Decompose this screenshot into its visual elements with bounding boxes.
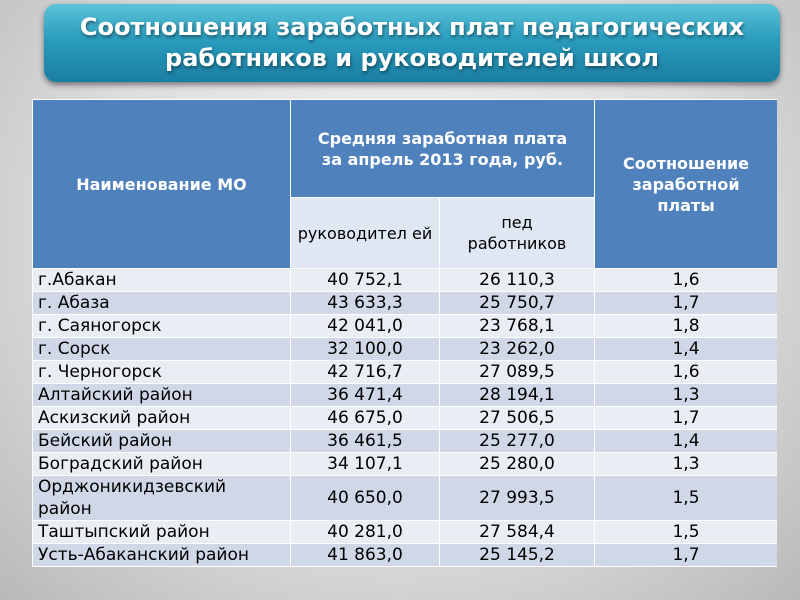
- table-row: г. Саяногорск 42 041,0 23 768,1 1,8: [32, 314, 777, 338]
- cell-name: Алтайский район: [32, 383, 291, 407]
- cell-ratio: 1,6: [594, 268, 777, 292]
- salary-table: Наименование МО Средняя заработная плата…: [32, 99, 777, 567]
- table-row: г.Абакан 40 752,1 26 110,3 1,6: [32, 268, 777, 292]
- cell-managers-salary: 34 107,1: [290, 452, 440, 476]
- table-row: Усть-Абаканский район 41 863,0 25 145,2 1,7: [32, 543, 777, 567]
- cell-teachers-salary: 25 277,0: [438, 429, 596, 453]
- cell-name: г.Абакан: [32, 268, 291, 292]
- cell-name: Аскизский район: [32, 406, 291, 430]
- table-row: Аскизский район 46 675,0 27 506,5 1,7: [32, 406, 777, 430]
- cell-teachers-salary: 25 750,7: [438, 291, 596, 315]
- table-row: Алтайский район 36 471,4 28 194,1 1,3: [32, 383, 777, 407]
- cell-managers-salary: 42 716,7: [290, 360, 440, 384]
- header-avg-salary: Средняя заработная плата за апрель 2013 …: [289, 99, 596, 198]
- cell-managers-salary: 40 281,0: [290, 520, 440, 544]
- cell-name: Таштыпский район: [32, 520, 291, 544]
- cell-managers-salary: 43 633,3: [290, 291, 440, 315]
- cell-teachers-salary: 23 262,0: [438, 337, 596, 361]
- cell-managers-salary: 36 471,4: [290, 383, 440, 407]
- table-row: г. Сорск 32 100,0 23 262,0 1,4: [32, 337, 777, 361]
- header-sub-managers: руководител ей: [290, 197, 440, 269]
- cell-managers-salary: 40 650,0: [290, 475, 440, 521]
- cell-name: Усть-Абаканский район: [32, 543, 291, 567]
- cell-ratio: 1,4: [594, 429, 777, 453]
- cell-ratio: 1,6: [594, 360, 777, 384]
- cell-managers-salary: 42 041,0: [290, 314, 440, 338]
- page-title: Соотношения заработных плат педагогическ…: [79, 13, 745, 72]
- table-row: Боградский район 34 107,1 25 280,0 1,3: [32, 452, 777, 476]
- cell-name: Бейский район: [32, 429, 291, 453]
- title-banner: Соотношения заработных плат педагогическ…: [44, 4, 780, 82]
- table-body: г.Абакан 40 752,1 26 110,3 1,6 г. Абаза 43 63…: [32, 268, 777, 567]
- cell-ratio: 1,5: [594, 520, 777, 544]
- cell-ratio: 1,7: [594, 543, 777, 567]
- cell-name: г. Черногорск: [32, 360, 291, 384]
- cell-name: г. Сорск: [32, 337, 291, 361]
- cell-teachers-salary: 27 089,5: [438, 360, 596, 384]
- header-sub-teachers: пед работников: [438, 197, 596, 269]
- cell-ratio: 1,5: [594, 475, 777, 521]
- table-row: г. Абаза 43 633,3 25 750,7 1,7: [32, 291, 777, 315]
- table-row: Бейский район 36 461,5 25 277,0 1,4: [32, 429, 777, 453]
- cell-name: г. Абаза: [32, 291, 291, 315]
- cell-managers-salary: 41 863,0: [290, 543, 440, 567]
- cell-teachers-salary: 25 145,2: [438, 543, 596, 567]
- cell-teachers-salary: 27 584,4: [438, 520, 596, 544]
- header-name-col: Наименование МО: [32, 99, 291, 269]
- cell-teachers-salary: 25 280,0: [438, 452, 596, 476]
- cell-managers-salary: 40 752,1: [290, 268, 440, 292]
- salary-table-container: Наименование МО Средняя заработная плата…: [32, 99, 777, 600]
- cell-managers-salary: 46 675,0: [290, 406, 440, 430]
- table-row: г. Черногорск 42 716,7 27 089,5 1,6: [32, 360, 777, 384]
- table-row: Таштыпский район 40 281,0 27 584,4 1,5: [32, 520, 777, 544]
- cell-ratio: 1,8: [594, 314, 777, 338]
- cell-name: Орджоникидзевский район: [32, 475, 291, 521]
- cell-teachers-salary: 26 110,3: [438, 268, 596, 292]
- cell-ratio: 1,7: [594, 406, 777, 430]
- cell-name: г. Саяногорск: [32, 314, 291, 338]
- cell-name: Боградский район: [32, 452, 291, 476]
- cell-teachers-salary: 27 506,5: [438, 406, 596, 430]
- cell-teachers-salary: 23 768,1: [438, 314, 596, 338]
- cell-ratio: 1,7: [594, 291, 777, 315]
- table-row: Орджоникидзевский район 40 650,0 27 993,5 1…: [32, 475, 777, 521]
- cell-ratio: 1,4: [594, 337, 777, 361]
- header-ratio: Соотношение заработной платы: [594, 99, 777, 269]
- cell-ratio: 1,3: [594, 383, 777, 407]
- cell-ratio: 1,3: [594, 452, 777, 476]
- cell-teachers-salary: 27 993,5: [438, 475, 596, 521]
- cell-managers-salary: 32 100,0: [290, 337, 440, 361]
- cell-managers-salary: 36 461,5: [290, 429, 440, 453]
- cell-teachers-salary: 28 194,1: [438, 383, 596, 407]
